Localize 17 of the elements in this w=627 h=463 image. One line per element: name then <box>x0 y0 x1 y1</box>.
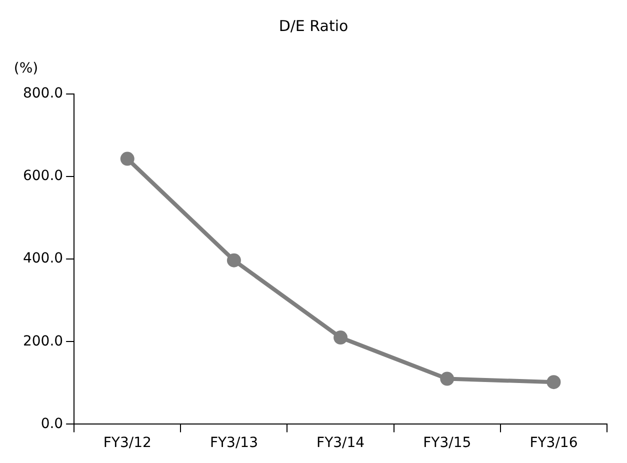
y-tick-label: 200.0 <box>22 333 64 350</box>
y-axis-title: (%) <box>14 60 38 77</box>
x-tick-label: FY3/16 <box>530 435 578 452</box>
y-tick-label: 400.0 <box>22 250 64 267</box>
point <box>440 372 454 386</box>
x-tick-label: FY3/13 <box>210 435 258 452</box>
y-tick-label: 800.0 <box>22 86 64 102</box>
x-tick-label: FY3/14 <box>316 435 365 452</box>
x-tick-label: FY3/15 <box>423 435 472 452</box>
point <box>334 330 348 345</box>
chart-title: D/E Ratio <box>278 16 348 35</box>
x-tick-label: FY3/12 <box>103 435 152 452</box>
point <box>546 375 561 390</box>
point <box>120 152 134 166</box>
y-tick-label: 0.0 <box>40 416 64 432</box>
y-tick-label: 600.0 <box>22 168 64 184</box>
point <box>226 253 241 268</box>
